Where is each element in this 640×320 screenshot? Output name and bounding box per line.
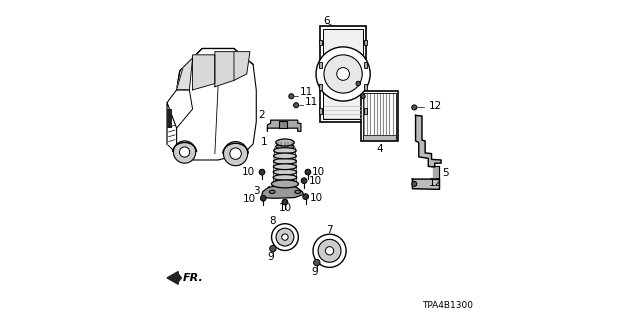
Polygon shape (262, 186, 303, 198)
Text: 9: 9 (311, 267, 318, 276)
Ellipse shape (269, 190, 275, 194)
Polygon shape (177, 58, 193, 90)
Circle shape (179, 147, 189, 157)
Ellipse shape (276, 144, 294, 149)
Text: 6: 6 (323, 16, 330, 27)
Text: 3: 3 (253, 186, 260, 196)
Text: 10: 10 (312, 167, 325, 177)
Bar (364, 40, 367, 45)
Polygon shape (268, 120, 301, 131)
Circle shape (276, 228, 294, 246)
Text: 4: 4 (376, 144, 383, 154)
Circle shape (318, 239, 341, 262)
Bar (319, 84, 321, 90)
Text: 10: 10 (279, 203, 292, 213)
Bar (319, 40, 321, 45)
Bar (362, 92, 398, 141)
Text: 7: 7 (326, 225, 333, 235)
Circle shape (314, 260, 320, 266)
Circle shape (324, 55, 362, 93)
Text: TPA4B1300: TPA4B1300 (422, 301, 473, 310)
Text: 13: 13 (340, 87, 353, 97)
Circle shape (294, 103, 299, 108)
Ellipse shape (274, 148, 296, 154)
Text: 10: 10 (243, 194, 255, 204)
Ellipse shape (276, 139, 294, 146)
Ellipse shape (273, 153, 296, 159)
Text: 10: 10 (241, 167, 255, 177)
Bar (276, 142, 294, 147)
Polygon shape (167, 49, 256, 160)
Circle shape (230, 148, 241, 159)
Circle shape (303, 194, 308, 199)
Circle shape (325, 247, 333, 255)
Polygon shape (167, 103, 177, 144)
Circle shape (260, 196, 266, 201)
Circle shape (282, 199, 288, 205)
Polygon shape (415, 116, 441, 167)
Circle shape (412, 105, 417, 110)
Ellipse shape (271, 180, 298, 188)
Ellipse shape (273, 175, 297, 180)
Circle shape (269, 245, 276, 252)
Bar (364, 93, 396, 139)
Text: 10: 10 (310, 193, 323, 203)
Ellipse shape (273, 158, 296, 164)
Ellipse shape (273, 164, 296, 170)
Circle shape (356, 81, 360, 86)
Ellipse shape (295, 190, 301, 194)
Polygon shape (167, 271, 181, 284)
Circle shape (361, 94, 365, 99)
Text: 1: 1 (261, 137, 268, 147)
Bar (364, 84, 367, 90)
Text: 9: 9 (268, 252, 274, 262)
Bar (323, 29, 363, 119)
Bar (363, 134, 396, 140)
Bar (319, 62, 321, 68)
Polygon shape (433, 166, 440, 179)
Polygon shape (193, 55, 215, 90)
Circle shape (271, 224, 298, 251)
Circle shape (316, 47, 370, 101)
Text: 11: 11 (300, 87, 313, 98)
Bar (364, 108, 367, 114)
Bar (320, 26, 366, 122)
Bar (278, 121, 287, 128)
Circle shape (301, 178, 307, 184)
Text: 5: 5 (442, 168, 449, 178)
Bar (167, 109, 172, 128)
Text: 12: 12 (429, 101, 442, 111)
Circle shape (313, 234, 346, 268)
Circle shape (259, 169, 265, 175)
Ellipse shape (273, 169, 297, 175)
Circle shape (337, 68, 349, 80)
Text: 11: 11 (305, 97, 318, 107)
Bar (319, 108, 321, 114)
Circle shape (305, 169, 311, 175)
Polygon shape (215, 52, 234, 87)
Circle shape (412, 181, 417, 187)
Text: 10: 10 (308, 176, 322, 186)
Text: 8: 8 (269, 216, 275, 226)
Text: FR.: FR. (182, 273, 203, 283)
Text: 12: 12 (429, 178, 442, 188)
Text: 13: 13 (335, 74, 348, 84)
Bar (364, 62, 367, 68)
Text: 2: 2 (259, 110, 265, 120)
Circle shape (173, 141, 196, 163)
Polygon shape (234, 52, 250, 80)
Circle shape (282, 234, 288, 240)
Polygon shape (167, 90, 193, 128)
Polygon shape (412, 179, 440, 189)
Circle shape (289, 94, 294, 99)
Ellipse shape (273, 180, 297, 186)
Circle shape (223, 141, 248, 166)
